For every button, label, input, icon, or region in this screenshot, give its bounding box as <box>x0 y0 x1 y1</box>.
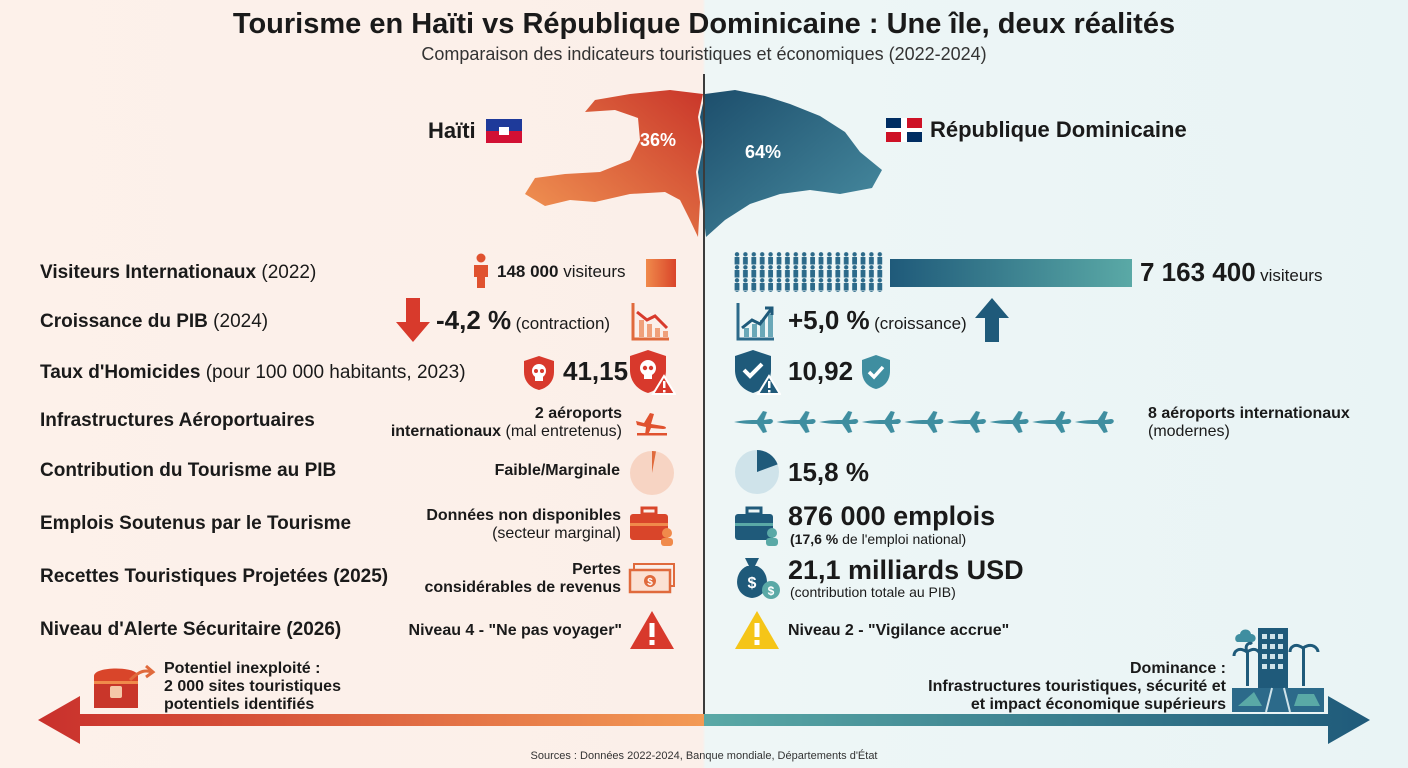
shield-check-small-icon <box>862 355 890 389</box>
haiti-airports: 2 aéroports internationaux (mal entreten… <box>390 405 622 440</box>
haiti-revenue: Pertes considérables de revenus <box>424 561 621 596</box>
haiti-map-shape <box>525 90 703 237</box>
row-label-visitors: Visiteurs Internationaux (2022) <box>40 262 317 283</box>
dr-map-shape <box>698 90 882 237</box>
dr-homicides: 10,92 <box>788 356 854 386</box>
haiti-homicides: 41,15 <box>563 356 629 386</box>
footer-left-text: Potentiel inexploité : 2 000 sites touri… <box>164 660 341 713</box>
sources-note: Sources : Données 2022-2024, Banque mond… <box>530 750 878 762</box>
dr-country-name: République Dominicaine <box>930 117 1187 142</box>
haiti-share: 36% <box>640 130 676 150</box>
pie-icon-dr <box>735 450 779 494</box>
haiti-flag-icon <box>486 119 522 143</box>
row-label-airports: Infrastructures Aéroportuaires <box>40 410 315 431</box>
dr-jobs-note: (17,6 % de l'emploi national) <box>790 531 967 547</box>
dr-alert: Niveau 2 - "Vigilance accrue" <box>788 622 1010 639</box>
plane-icon <box>636 413 667 436</box>
dr-tourism-gdp: 15,8 % <box>788 457 869 487</box>
shield-check-icon <box>735 350 781 395</box>
row-label-tourism-gdp: Contribution du Tourisme au PIB <box>40 460 337 481</box>
row-label-gdp: Croissance du PIB (2024) <box>40 311 269 332</box>
haiti-visitors-bar <box>646 259 676 287</box>
shield-skull-icon <box>524 356 554 390</box>
svg-text:$: $ <box>768 584 775 598</box>
person-icon <box>474 253 488 288</box>
money-bag-icon: $ $ <box>737 558 780 599</box>
briefcase-icon <box>630 506 673 546</box>
haiti-tourism-gdp: Faible/Marginale <box>494 462 620 479</box>
hotel-resort-icon <box>1232 628 1324 712</box>
treasure-chest-icon <box>94 664 156 708</box>
haiti-country-name: Haïti <box>428 118 476 143</box>
dr-visitors: 7 163 400 visiteurs <box>1140 257 1323 287</box>
chart-down-icon <box>631 303 669 341</box>
dr-flag-icon <box>886 118 922 142</box>
planes-icon <box>733 408 1118 436</box>
haiti-jobs: Données non disponibles (secteur margina… <box>426 507 621 542</box>
cash-icon: $ <box>628 563 675 594</box>
haiti-gdp: -4,2 % (contraction) <box>436 305 611 335</box>
chart-up-icon <box>736 303 774 341</box>
pie-icon <box>630 451 674 495</box>
warning-icon-dr <box>735 611 779 649</box>
page-title: Tourisme en Haïti vs République Dominica… <box>232 8 1176 40</box>
dr-visitors-bar <box>890 259 1132 287</box>
dr-jobs: 876 000 emplois <box>788 501 996 531</box>
footer-right-text: Dominance : Infrastructures touristiques… <box>928 660 1226 713</box>
dr-revenue-note: (contribution totale au PIB) <box>790 584 956 600</box>
svg-text:$: $ <box>647 577 653 588</box>
svg-text:$: $ <box>748 575 757 592</box>
dr-airports: 8 aéroports internationaux (modernes) <box>1148 405 1350 440</box>
dr-revenue: 21,1 milliards USD <box>788 555 1024 585</box>
arrow-up-icon <box>975 298 1009 342</box>
row-label-jobs: Emplois Soutenus par le Tourisme <box>40 513 352 534</box>
row-label-revenue: Recettes Touristiques Projetées (2025) <box>40 566 389 587</box>
page-subtitle: Comparaison des indicateurs touristiques… <box>421 44 987 64</box>
arrow-down-icon <box>396 298 430 342</box>
warning-icon <box>630 611 674 649</box>
row-label-alert: Niveau d'Alerte Sécuritaire (2026) <box>40 619 342 640</box>
people-icon <box>733 252 883 292</box>
island-map: 36% 64% <box>525 90 882 237</box>
row-label-homicides: Taux d'Homicides (pour 100 000 habitants… <box>40 362 466 383</box>
haiti-visitors: 148 000 visiteurs <box>497 262 626 281</box>
center-divider <box>703 74 705 716</box>
dr-share: 64% <box>745 142 781 162</box>
comparison-arrow <box>38 696 1370 744</box>
shield-warning-icon <box>630 350 676 395</box>
haiti-alert: Niveau 4 - "Ne pas voyager" <box>408 622 622 639</box>
dr-gdp: +5,0 % (croissance) <box>788 305 967 335</box>
briefcase-icon-dr <box>735 506 778 546</box>
